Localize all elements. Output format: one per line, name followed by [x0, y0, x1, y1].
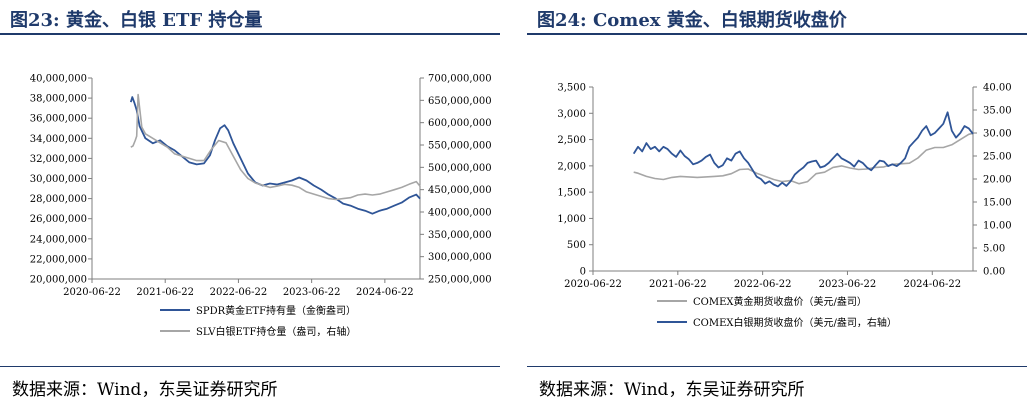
- left-axis-tick-label: 0: [580, 267, 586, 278]
- left-axis-tick-label: 22,000,000: [30, 254, 87, 265]
- legend-label: COMEX白银期货收盘价（美元/盎司，右轴）: [693, 316, 897, 329]
- right-axis-tick-label: 600,000,000: [428, 118, 492, 129]
- legend-label: COMEX黄金期货收盘价（美元/盎司）: [693, 295, 867, 308]
- right-axis-tick-label: 300,000,000: [428, 252, 492, 263]
- left-axis-tick-label: 20,000,000: [30, 275, 87, 286]
- right-axis-tick-label: 350,000,000: [428, 230, 492, 241]
- source-divider: [0, 366, 500, 367]
- etf-holdings-chart: 20,000,000 22,000,000 24,000,000 26,000,000…: [30, 74, 492, 339]
- right-axis-tick-label: 15.00: [983, 198, 1012, 209]
- left-axis-tick-label: 1,000: [557, 214, 586, 225]
- title-underline: [527, 33, 1027, 35]
- comex-futures-chart: 0 500 1,000 1,500 2,000 2,500 3,000 3,500 0.00 5.…: [557, 83, 1012, 330]
- x-axis-tick-label: 2020-06-22: [564, 279, 622, 290]
- x-axis-tick-label: 2020-06-22: [63, 287, 121, 298]
- left-axis-tick-label: 38,000,000: [30, 94, 87, 105]
- right-axis-tick-label: 500,000,000: [428, 163, 492, 174]
- left-axis-tick-label: 36,000,000: [30, 114, 87, 125]
- data-source-note: 数据来源：Wind，东吴证券研究所: [539, 380, 805, 400]
- right-axis-tick-label: 35.00: [983, 106, 1012, 117]
- x-axis-tick-label: 2021-06-22: [649, 279, 707, 290]
- left-axis-tick-label: 2,500: [557, 135, 586, 146]
- left-axis-tick-label: 32,000,000: [30, 154, 87, 165]
- left-axis-tick-label: 34,000,000: [30, 134, 87, 145]
- left-axis-tick-label: 1,500: [557, 188, 586, 199]
- left-figure-panel: 图23: 黄金、白银 ETF 持仓量 20,000,000 22,000,000 2…: [0, 0, 500, 402]
- right-axis-tick-label: 40.00: [983, 83, 1012, 94]
- x-axis-tick-label: 2024-06-22: [356, 287, 414, 298]
- x-axis-tick-label: 2024-06-22: [903, 279, 961, 290]
- right-axis-tick-label: 550,000,000: [428, 141, 492, 152]
- figure-title-24: 图24: Comex 黄金、白银期货收盘价: [537, 10, 847, 31]
- x-axis-tick-label: 2022-06-22: [734, 279, 792, 290]
- legend-label: SLV白银ETF持仓量（盎司，右轴）: [196, 325, 356, 338]
- x-axis-tick-label: 2022-06-22: [210, 287, 268, 298]
- left-axis-tick-label: 2,000: [557, 161, 586, 172]
- right-axis-tick-label: 10.00: [983, 221, 1012, 232]
- left-axis-tick-label: 30,000,000: [30, 174, 87, 185]
- right-axis-tick-label: 25.00: [983, 152, 1012, 163]
- series-line-right-axis: [632, 111, 974, 188]
- left-axis-tick-label: 26,000,000: [30, 214, 87, 225]
- left-axis-tick-label: 28,000,000: [30, 194, 87, 205]
- data-source-note: 数据来源：Wind，东吴证券研究所: [12, 380, 278, 400]
- right-axis-tick-label: 400,000,000: [428, 208, 492, 219]
- right-axis-tick-label: 700,000,000: [428, 74, 492, 85]
- right-axis-tick-label: 30.00: [983, 129, 1012, 140]
- x-axis-tick-label: 2021-06-22: [136, 287, 194, 298]
- left-axis-tick-label: 40,000,000: [30, 74, 87, 85]
- right-axis-tick-label: 5.00: [983, 244, 1005, 255]
- x-axis-tick-label: 2023-06-22: [283, 287, 341, 298]
- left-axis-tick-label: 500: [567, 240, 586, 251]
- series-line-right-axis: [130, 93, 421, 201]
- series-line-left-axis: [129, 96, 421, 215]
- right-axis-tick-label: 650,000,000: [428, 96, 492, 107]
- x-axis-tick-label: 2023-06-22: [819, 279, 877, 290]
- title-underline: [0, 33, 500, 35]
- left-axis-tick-label: 24,000,000: [30, 234, 87, 245]
- left-axis-tick-label: 3,500: [557, 83, 586, 94]
- series-line-left-axis: [633, 132, 974, 185]
- left-axis-tick-label: 3,000: [557, 109, 586, 120]
- right-axis-tick-label: 450,000,000: [428, 185, 492, 196]
- figure-title-23: 图23: 黄金、白银 ETF 持仓量: [10, 10, 263, 31]
- right-figure-panel: 图24: Comex 黄金、白银期货收盘价 0 500 1,000 1,500 2,00…: [527, 0, 1027, 402]
- source-divider: [527, 366, 1027, 367]
- right-axis-tick-label: 0.00: [983, 267, 1005, 278]
- right-axis-tick-label: 20.00: [983, 175, 1012, 186]
- right-axis-tick-label: 250,000,000: [428, 275, 492, 286]
- legend-label: SPDR黄金ETF持有量（金衡盎司）: [196, 304, 356, 317]
